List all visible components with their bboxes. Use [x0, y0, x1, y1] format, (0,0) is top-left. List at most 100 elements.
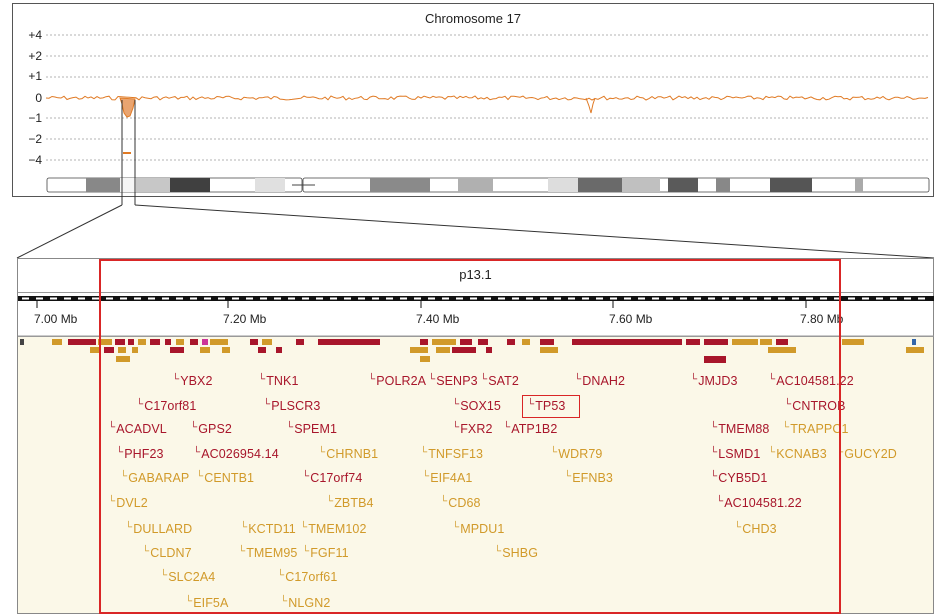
ruler-dash — [386, 297, 393, 300]
gene-start-marker: └ — [710, 471, 718, 482]
ruler-dash — [568, 297, 575, 300]
gene-label: └CHRNB1 — [318, 447, 378, 461]
gene-start-marker: └ — [768, 374, 776, 385]
gene-start-marker: └ — [318, 447, 326, 458]
grid-lines — [46, 34, 930, 161]
ruler-dash — [876, 297, 883, 300]
ruler-dash — [442, 297, 449, 300]
gene-name: SLC2A4 — [168, 570, 216, 584]
gene-label: └TMEM88 — [710, 422, 770, 436]
gene-name: TRAPPC1 — [790, 422, 849, 436]
gene-label: └ACADVL — [108, 422, 167, 436]
gene-label: └SOX15 — [452, 399, 501, 413]
ruler-dash — [78, 297, 85, 300]
gene-start-marker: └ — [494, 546, 502, 557]
gene-name: ZBTB4 — [334, 496, 374, 510]
gene-label: └CD68 — [440, 496, 481, 510]
gene-start-marker: └ — [116, 447, 124, 458]
ruler-dash — [862, 297, 869, 300]
ruler-dash — [834, 297, 841, 300]
gene-start-marker: └ — [452, 399, 460, 410]
ruler-dash — [554, 297, 561, 300]
ruler-dash — [680, 297, 687, 300]
gene-name: YBX2 — [180, 374, 213, 388]
gene-start-marker: └ — [238, 546, 246, 557]
gene-start-marker: └ — [710, 422, 718, 433]
gene-label: └POLR2A — [368, 374, 426, 388]
ruler-dash — [540, 297, 547, 300]
gene-name: NLGN2 — [288, 596, 331, 610]
ruler-dash — [428, 297, 435, 300]
ruler-dash — [582, 297, 589, 300]
copy-number-trace — [45, 95, 929, 101]
gene-name: C17orf61 — [285, 570, 338, 584]
gene-name: SPEM1 — [294, 422, 338, 436]
gene-start-marker: └ — [564, 471, 572, 482]
gene-start-marker: └ — [452, 522, 460, 533]
gene-name: GPS2 — [198, 422, 232, 436]
ruler-dash — [232, 297, 239, 300]
gene-label: └AC026954.14 — [193, 447, 279, 461]
scale-label: 7.80 Mb — [800, 312, 844, 326]
gene-name: EIF4A1 — [430, 471, 473, 485]
ruler-dash — [638, 297, 645, 300]
ruler-dash — [358, 297, 365, 300]
zoom-connector — [16, 100, 935, 259]
gene-name: AC104581.22 — [776, 374, 854, 388]
gene-name: TMEM95 — [246, 546, 298, 560]
gene-label: └C17orf74 — [302, 471, 362, 485]
gene-name: FGF11 — [310, 546, 349, 560]
gene-name: AC104581.22 — [724, 496, 802, 510]
gene-name: CYB5D1 — [718, 471, 768, 485]
gene-label: └PLSCR3 — [263, 399, 320, 413]
gene-start-marker: └ — [326, 496, 334, 507]
gene-name: CHD3 — [742, 522, 777, 536]
ruler-dash — [162, 297, 169, 300]
gene-start-marker: └ — [160, 570, 168, 581]
ruler-dash — [848, 297, 855, 300]
ruler-dash — [904, 297, 911, 300]
ruler-dash — [792, 297, 799, 300]
gene-start-marker: └ — [503, 422, 511, 433]
gene-start-marker: └ — [142, 546, 150, 557]
gene-label: └DNAH2 — [574, 374, 625, 388]
gene-name: PHF23 — [124, 447, 164, 461]
gene-start-marker: └ — [286, 422, 294, 433]
minor-dip — [585, 97, 596, 114]
gene-label: └CYB5D1 — [710, 471, 767, 485]
ruler-dash — [274, 297, 281, 300]
gene-name: GUCY2D — [844, 447, 897, 461]
gene-name: ATP1B2 — [511, 422, 558, 436]
gene-start-marker: └ — [190, 422, 198, 433]
gene-name: TNFSF13 — [428, 447, 484, 461]
gene-start-marker: └ — [782, 422, 790, 433]
y-tick-label: +4 — [28, 28, 42, 42]
ruler-dash — [512, 297, 519, 300]
gene-label: └CHD3 — [734, 522, 777, 536]
gene-start-marker: └ — [193, 447, 201, 458]
ruler-dash — [22, 297, 29, 300]
tp53-highlight-box — [522, 395, 580, 418]
gene-label: └TNK1 — [258, 374, 299, 388]
gene-name: KCTD11 — [248, 522, 296, 536]
ruler-dash — [722, 297, 729, 300]
gene-name: TNK1 — [266, 374, 299, 388]
gene-name: CENTB1 — [204, 471, 255, 485]
gene-label: └GPS2 — [190, 422, 232, 436]
gene-name: DNAH2 — [582, 374, 626, 388]
gene-name: CD68 — [448, 496, 481, 510]
y-tick-label: −4 — [28, 153, 42, 167]
ruler-dash — [330, 297, 337, 300]
chromosome-ideogram — [46, 177, 930, 193]
ruler-dash — [610, 297, 617, 300]
gene-name: FXR2 — [460, 422, 493, 436]
chromosome-title: Chromosome 17 — [424, 11, 522, 26]
ruler-dash — [288, 297, 295, 300]
gene-start-marker: └ — [300, 522, 308, 533]
gene-label: └CNTROB — [784, 399, 846, 413]
gene-label: └KCNAB3 — [768, 447, 827, 461]
cytoband-bar: p13.1 — [18, 259, 933, 293]
gene-name: TMEM102 — [308, 522, 367, 536]
